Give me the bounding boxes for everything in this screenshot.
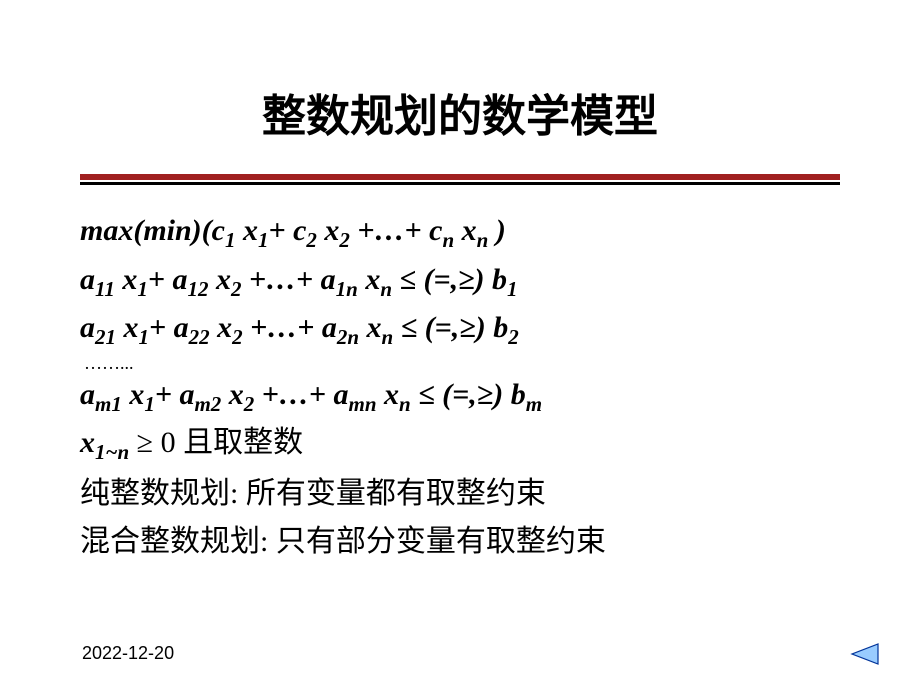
a2n: a (322, 311, 337, 344)
sp4 (116, 311, 124, 344)
sub-1e: 1 (144, 392, 155, 416)
sub-b1: 1 (507, 277, 518, 301)
sub-2c: 2 (231, 277, 242, 301)
amn: a (334, 378, 349, 411)
sub-1c: 1 (137, 277, 148, 301)
xncm: x (384, 378, 399, 411)
sub-1d: 1 (139, 325, 150, 349)
x1c1: x (122, 263, 137, 296)
dots4: +…+ (254, 378, 333, 411)
xnc2: x (367, 311, 382, 344)
content-block: max(min)(c1 x1+ c2 x2 +…+ cn xn ) a11 x1… (80, 208, 840, 566)
slide-title: 整数规划的数学模型 (80, 80, 840, 144)
nav-triangle (852, 644, 878, 664)
sub-m1: m1 (95, 392, 122, 416)
cn: c (429, 214, 442, 247)
a21: a (80, 311, 95, 344)
sub-bm: m (526, 392, 542, 416)
slide-date: 2022-12-20 (82, 643, 174, 664)
slide-container: 整数规划的数学模型 max(min)(c1 x1+ c2 x2 +…+ cn x… (0, 0, 920, 690)
close-paren: ) (488, 214, 506, 247)
sub-nd: n (382, 325, 394, 349)
mixed-integer-note: 混合整数规划: 只有部分变量有取整约束 (80, 519, 840, 566)
plus1: + (268, 214, 293, 247)
am1: a (80, 378, 95, 411)
sub-nb: n (477, 228, 489, 252)
sub-2n: 2n (337, 325, 359, 349)
x2c1: x (216, 263, 231, 296)
x2: x (324, 214, 339, 247)
previous-slide-button[interactable] (848, 642, 880, 666)
x2c2: x (217, 311, 232, 344)
sub-na: n (442, 228, 454, 252)
sub-2d: 2 (232, 325, 243, 349)
space1 (235, 214, 243, 247)
sub-1n: 1n (336, 277, 358, 301)
b2: b (493, 311, 508, 344)
constraint-2: a21 x1+ a22 x2 +…+ a2n xn ≤ (=,≥) b2 (80, 305, 840, 354)
sub-12: 12 (187, 277, 208, 301)
sp2 (208, 263, 216, 296)
sub-1b: 1 (258, 228, 269, 252)
a1n: a (321, 263, 336, 296)
a11: a (80, 263, 95, 296)
x2cm: x (229, 378, 244, 411)
sp8 (221, 378, 229, 411)
plus4: + (155, 378, 180, 411)
triangle-left-icon (848, 642, 880, 666)
sub-ne: n (399, 392, 411, 416)
x-nonneg: x (80, 426, 95, 459)
divider-red-bar (80, 174, 840, 180)
sub-2a: 2 (306, 228, 317, 252)
dots3: +…+ (243, 311, 322, 344)
space3 (454, 214, 462, 247)
sp6 (359, 311, 367, 344)
constraint-1: a11 x1+ a12 x2 +…+ a1n xn ≤ (=,≥) b1 (80, 257, 840, 306)
nonneg-post: ≥ 0 且取整数 (129, 426, 303, 459)
sp9 (377, 378, 385, 411)
nonnegativity: x1~n ≥ 0 且取整数 (80, 420, 840, 469)
sub-2b: 2 (339, 228, 350, 252)
bm: b (511, 378, 526, 411)
sp5 (210, 311, 218, 344)
sub-b2: 2 (508, 325, 519, 349)
ellipsis-line: ……... (80, 354, 840, 372)
sub-11: 11 (95, 277, 115, 301)
sub-1a: 1 (225, 228, 236, 252)
a22: a (174, 311, 189, 344)
sub-2e: 2 (244, 392, 255, 416)
xn: x (462, 214, 477, 247)
b1: b (492, 263, 507, 296)
title-divider (80, 174, 840, 186)
plus3: + (149, 311, 174, 344)
sub-nc: n (380, 277, 392, 301)
sub-21: 21 (95, 325, 116, 349)
constraint-m: am1 x1+ am2 x2 +…+ amn xn ≤ (=,≥) bm (80, 372, 840, 421)
c2: c (293, 214, 306, 247)
relm: ≤ (=,≥) (411, 378, 511, 411)
x1cm: x (129, 378, 144, 411)
xnc1: x (365, 263, 380, 296)
a12: a (172, 263, 187, 296)
objective-function: max(min)(c1 x1+ c2 x2 +…+ cn xn ) (80, 208, 840, 257)
sub-mn: mn (349, 392, 377, 416)
divider-black-bar (80, 182, 840, 185)
rel1: ≤ (=,≥) (392, 263, 492, 296)
obj-pre: max(min)(c (80, 214, 225, 247)
plus2: + (148, 263, 173, 296)
dots1: +…+ (350, 214, 429, 247)
x1: x (243, 214, 258, 247)
am2: a (179, 378, 194, 411)
pure-integer-note: 纯整数规划: 所有变量都有取整约束 (80, 471, 840, 518)
sub-m2: m2 (194, 392, 221, 416)
dots2: +…+ (241, 263, 320, 296)
x1c2: x (124, 311, 139, 344)
sub-22: 22 (189, 325, 210, 349)
rel2: ≤ (=,≥) (393, 311, 493, 344)
sub-1n-range: 1~n (95, 440, 129, 464)
